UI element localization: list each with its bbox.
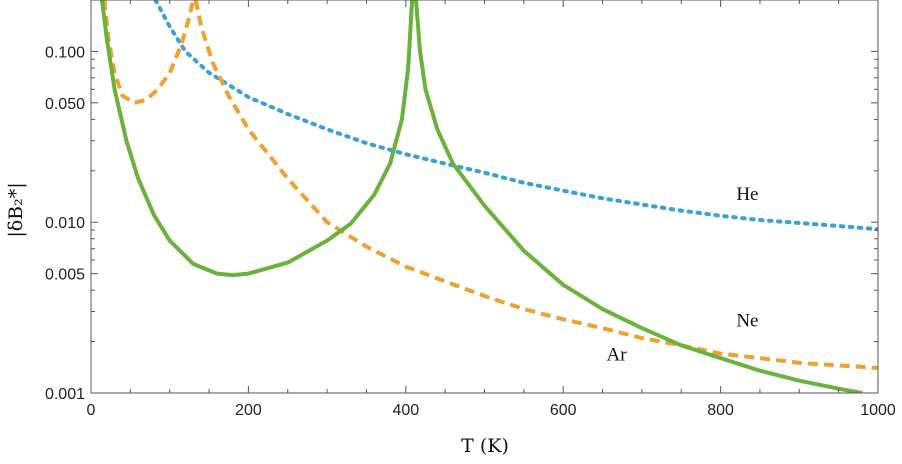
series-label-ne: Ne [736,311,758,332]
x-tick-label: 800 [707,402,734,419]
plot-frame [90,0,879,394]
series-label-ar: Ar [606,344,627,365]
series-line-ar [100,0,415,278]
series-layer [100,0,878,393]
y-tick-label: 0.050 [45,96,85,113]
series-line-ne [102,0,196,105]
y-axis-title: |δB₂*| [5,182,27,237]
series-label-he: He [736,184,758,205]
y-tick-label: 0.001 [45,386,85,403]
y-tick-label: 0.005 [45,267,85,284]
series-line-he [153,0,878,232]
x-tick-label: 0 [87,402,96,419]
x-axis-title: T (K) [461,435,509,457]
tick-layer [90,0,879,394]
x-tick-label: 400 [392,402,419,419]
x-tick-label: 600 [550,402,577,419]
series-line-ne [193,0,878,370]
label-layer: 0 200 400 600 800 1000 0.001 0.005 0.010 0.050 0.1… [45,44,896,419]
series-line-ar [414,0,863,393]
x-tick-label: 1000 [860,402,896,419]
y-tick-label: 0.100 [45,44,85,61]
x-tick-label: 200 [235,402,262,419]
y-tick-label: 0.010 [45,215,85,232]
